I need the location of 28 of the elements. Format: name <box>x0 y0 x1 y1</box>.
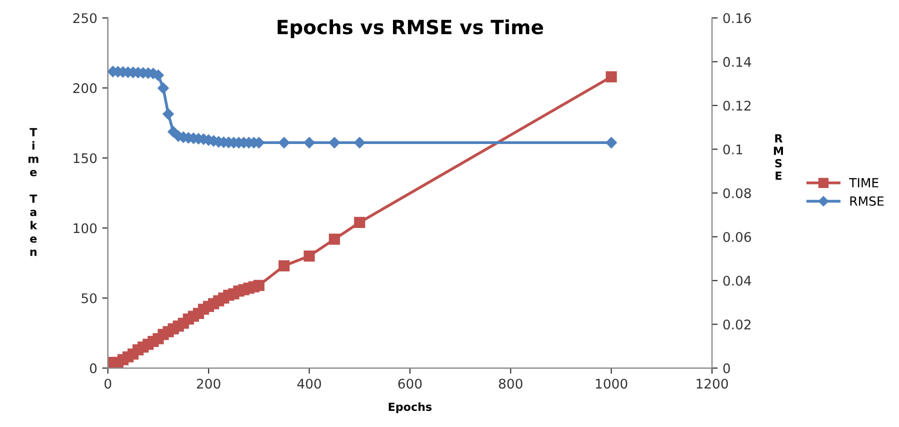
text: Time Taken <box>28 128 38 256</box>
y-tick-label: 200 <box>73 83 97 94</box>
y2-tick-label: 0.02 <box>723 320 750 330</box>
legend-label: TIME <box>849 178 878 188</box>
y-tick-label: 250 <box>73 13 97 24</box>
legend-label: RMSE <box>850 196 884 206</box>
y2-tick-label: 0.14 <box>723 56 752 67</box>
y-tick-label: 0 <box>90 363 97 374</box>
chart-title: Epochs vs RMSE vs Time <box>278 19 544 38</box>
x-axis-title: Epochs <box>388 402 432 414</box>
y2-tick-label: 0.08 <box>723 188 751 198</box>
x-tick-label: 0 <box>104 378 112 389</box>
x-tick-label: 400 <box>297 378 321 389</box>
y-tick-label: 150 <box>74 153 97 164</box>
y-tick-label: 100 <box>74 223 97 234</box>
y2-axis-title: RMSE <box>774 134 783 180</box>
y2-tick-label: 0.06 <box>723 232 751 242</box>
x-tick-label: 1000 <box>596 378 628 389</box>
y2-tick-label: 0.16 <box>723 13 751 24</box>
y-tick-label: 50 <box>82 293 97 304</box>
y2-tick-label: 0.1 <box>723 144 742 154</box>
x-tick-label: 1200 <box>696 378 728 389</box>
y2-tick-label: 0.12 <box>723 100 750 111</box>
y2-tick-label: 0 <box>723 363 730 374</box>
x-tick-label: 600 <box>398 378 422 389</box>
x-tick-label: 800 <box>498 378 522 389</box>
x-tick-label: 200 <box>196 378 220 389</box>
y2-tick-label: 0.04 <box>723 276 752 286</box>
